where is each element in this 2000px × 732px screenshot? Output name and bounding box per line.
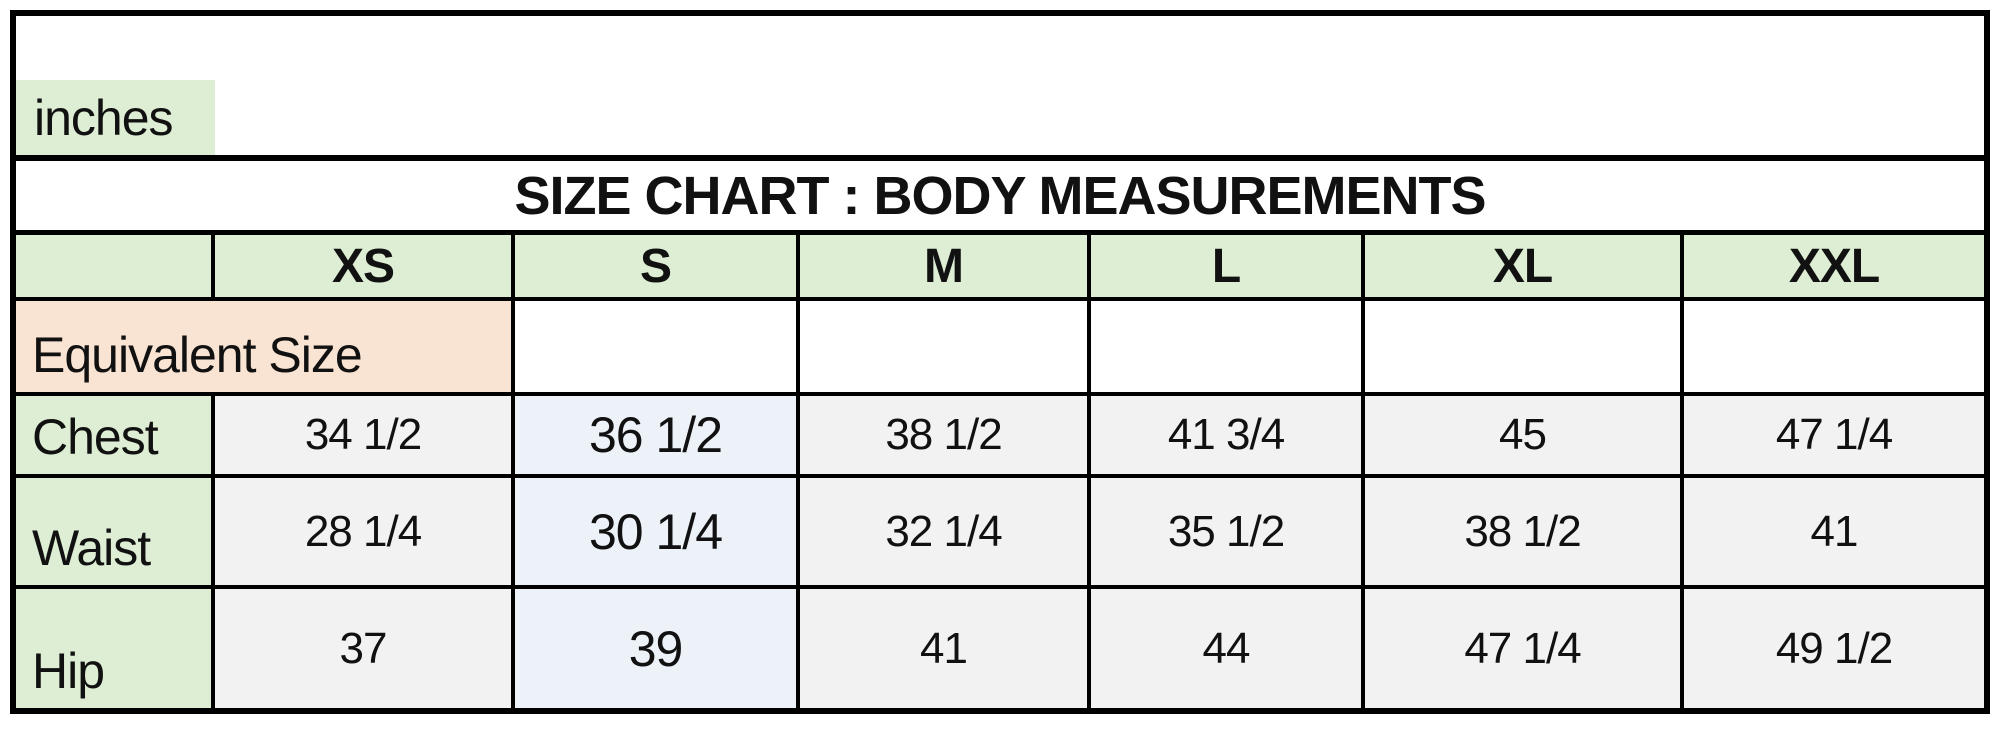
chest-value-m: 38 1/2 [800,396,1091,474]
equivalent-size-cell [1365,301,1684,392]
equivalent-size-cell [1684,301,1984,392]
waist-value-xl: 38 1/2 [1365,478,1684,585]
col-header-m: M [800,235,1091,297]
hip-value-m: 41 [800,589,1091,708]
equivalent-size-row: Equivalent Size [16,301,1984,396]
equivalent-size-cell [800,301,1091,392]
size-header-row: XS S M L XL XXL [16,235,1984,301]
hip-value-xl: 47 1/4 [1365,589,1684,708]
unit-row: inches [16,80,1984,155]
top-spacer-row [16,16,1984,80]
col-header-xxl: XXL [1684,235,1984,297]
waist-value-l: 35 1/2 [1091,478,1365,585]
measurements-table: XS S M L XL XXL Equivalent Size Chest 34… [16,235,1984,708]
chest-value-s: 36 1/2 [515,396,800,474]
chest-value-l: 41 3/4 [1091,396,1365,474]
hip-value-l: 44 [1091,589,1365,708]
equivalent-size-cell [515,301,800,392]
hip-value-xxl: 49 1/2 [1684,589,1984,708]
hip-value-xs: 37 [215,589,515,708]
waist-row-label: Waist [16,478,215,585]
waist-row: Waist 28 1/4 30 1/4 32 1/4 35 1/2 38 1/2… [16,478,1984,589]
chest-value-xs: 34 1/2 [215,396,515,474]
waist-value-m: 32 1/4 [800,478,1091,585]
waist-value-xxl: 41 [1684,478,1984,585]
chest-value-xl: 45 [1365,396,1684,474]
col-header-xs: XS [215,235,515,297]
corner-cell [16,235,215,297]
hip-row: Hip 37 39 41 44 47 1/4 49 1/2 [16,589,1984,708]
col-header-s: S [515,235,800,297]
chest-value-xxl: 47 1/4 [1684,396,1984,474]
unit-cell: inches [16,80,215,155]
waist-value-s: 30 1/4 [515,478,800,585]
equivalent-size-label: Equivalent Size [16,301,515,392]
col-header-xl: XL [1365,235,1684,297]
chest-row-label: Chest [16,396,215,474]
table-title: SIZE CHART : BODY MEASUREMENTS [16,155,1984,235]
hip-row-label: Hip [16,589,215,708]
hip-value-s: 39 [515,589,800,708]
equivalent-size-cell [1091,301,1365,392]
chest-row: Chest 34 1/2 36 1/2 38 1/2 41 3/4 45 47 … [16,396,1984,478]
waist-value-xs: 28 1/4 [215,478,515,585]
size-chart-sheet: inches SIZE CHART : BODY MEASUREMENTS XS… [10,10,1990,714]
col-header-l: L [1091,235,1365,297]
